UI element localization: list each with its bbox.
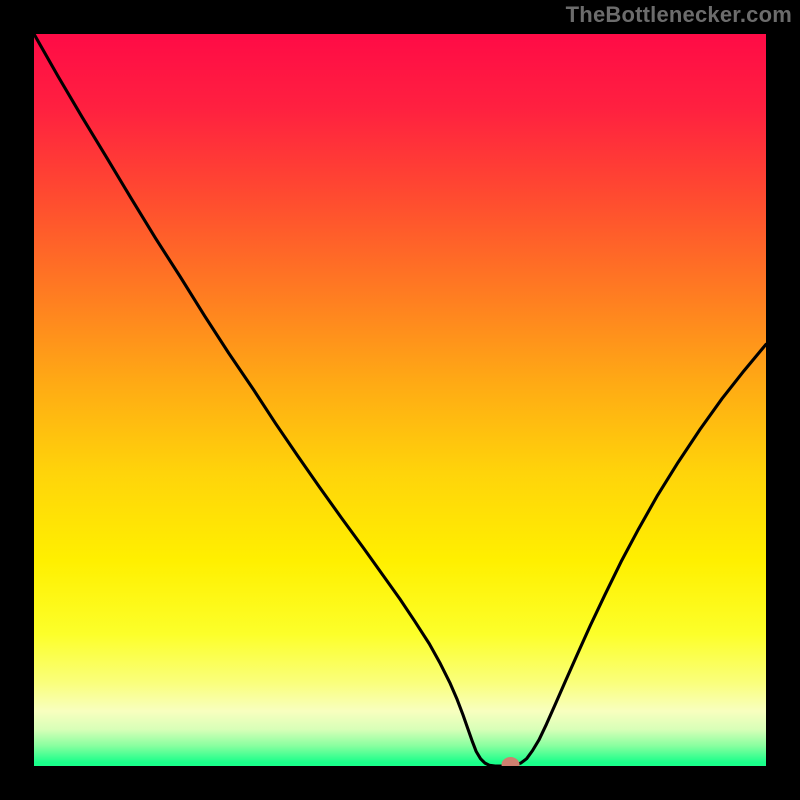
- chart-wrapper: TheBottlenecker.com: [0, 0, 800, 800]
- plot-background-gradient: [34, 34, 766, 766]
- bottleneck-curve-chart: [0, 0, 800, 800]
- optimal-point-marker: [502, 757, 520, 772]
